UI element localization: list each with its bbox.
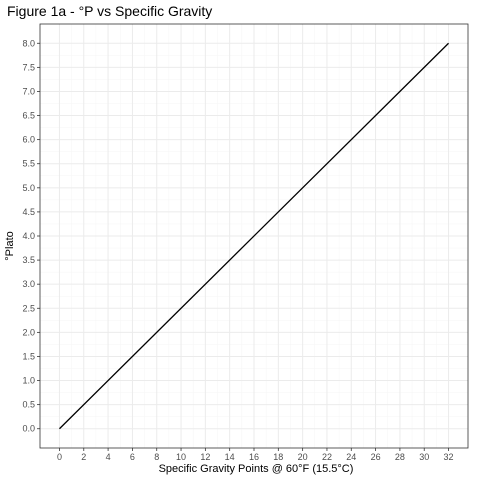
y-tick-label: 4.5 <box>22 207 35 217</box>
y-tick-label: 2.0 <box>22 327 35 337</box>
y-tick-label: 0.5 <box>22 400 35 410</box>
y-tick-label: 5.5 <box>22 159 35 169</box>
x-tick-label: 14 <box>225 452 235 462</box>
x-tick-label: 30 <box>419 452 429 462</box>
x-tick-label: 12 <box>200 452 210 462</box>
x-tick-label: 16 <box>249 452 259 462</box>
series-layer <box>58 42 450 430</box>
x-axis-label: Specific Gravity Points @ 60°F (15.5°C) <box>159 463 354 475</box>
x-tick-label: 18 <box>273 452 283 462</box>
x-tick-label: 24 <box>346 452 356 462</box>
y-axis-label: °Plato <box>4 231 16 260</box>
y-tick-label: 6.0 <box>22 135 35 145</box>
y-tick-label: 5.0 <box>22 183 35 193</box>
y-axis: 0.0 0.5 1.0 1.5 2.0 2.5 3.0 3.5 4.0 4.5 5.0 5.5 6.0 6… <box>22 38 40 434</box>
y-tick-label: 1.5 <box>22 351 35 361</box>
y-tick-label: 4.0 <box>22 231 35 241</box>
y-tick-label: 3.0 <box>22 279 35 289</box>
y-tick-label: 3.5 <box>22 255 35 265</box>
y-tick-label: 8.0 <box>22 38 35 48</box>
x-axis: 0 2 4 6 8 10 12 14 16 18 20 22 24 26 28 30 32 <box>57 448 454 462</box>
chart-title: Figure 1a - °P vs Specific Gravity <box>7 3 212 19</box>
y-tick-label: 7.0 <box>22 86 35 96</box>
plot-panel <box>39 23 469 449</box>
x-tick-label: 28 <box>395 452 405 462</box>
x-tick-label: 0 <box>57 452 62 462</box>
major-gridlines <box>40 24 468 448</box>
x-tick-label: 8 <box>154 452 159 462</box>
x-tick-label: 20 <box>298 452 308 462</box>
y-tick-label: 1.0 <box>22 376 35 386</box>
x-tick-label: 2 <box>81 452 86 462</box>
x-tick-label: 22 <box>322 452 332 462</box>
y-tick-label: 7.5 <box>22 62 35 72</box>
x-tick-label: 32 <box>444 452 454 462</box>
y-tick-label: 0.0 <box>22 424 35 434</box>
x-tick-label: 6 <box>130 452 135 462</box>
series-line <box>58 42 450 430</box>
x-tick-label: 26 <box>371 452 381 462</box>
x-tick-label: 4 <box>106 452 111 462</box>
y-tick-label: 6.5 <box>22 111 35 121</box>
y-tick-label: 2.5 <box>22 303 35 313</box>
x-tick-label: 10 <box>176 452 186 462</box>
